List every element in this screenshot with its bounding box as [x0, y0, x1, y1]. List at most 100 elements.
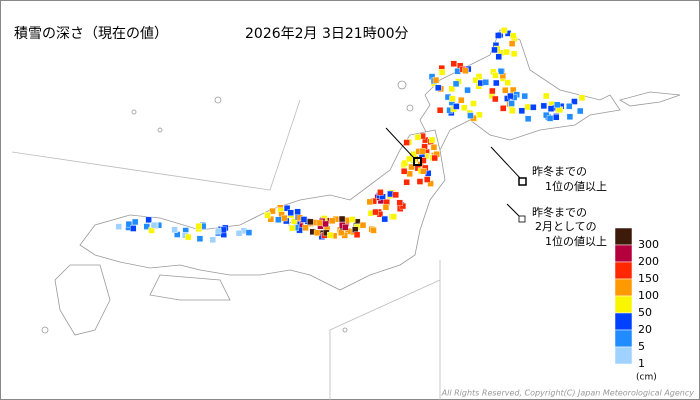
station — [546, 115, 554, 122]
station — [307, 218, 314, 226]
station — [275, 216, 282, 223]
datetime: 2026年2月 3日21時00分 — [245, 26, 409, 42]
station — [370, 227, 377, 234]
station — [502, 87, 509, 94]
legend-label: 200 — [638, 255, 659, 268]
station — [492, 72, 499, 79]
annotation-line: 昨冬までの — [532, 205, 587, 219]
station — [408, 163, 415, 171]
station — [148, 227, 155, 234]
station — [489, 87, 496, 95]
station — [495, 32, 502, 39]
station — [150, 221, 158, 229]
station — [329, 217, 336, 225]
station — [566, 113, 574, 121]
station — [554, 101, 561, 109]
stations — [115, 27, 586, 244]
station — [326, 231, 334, 239]
station — [428, 136, 436, 144]
legend-label: 1 — [638, 357, 645, 370]
station — [493, 79, 500, 87]
legend-label: 150 — [638, 272, 659, 285]
station — [552, 113, 560, 121]
legend-swatch — [614, 329, 633, 348]
station — [499, 105, 507, 112]
station — [578, 94, 586, 101]
station — [454, 68, 461, 75]
station — [521, 92, 528, 100]
legend-swatch — [614, 244, 633, 263]
legend-label: 5 — [638, 340, 645, 353]
legend-swatch — [614, 295, 633, 314]
station — [209, 236, 216, 244]
legend-swatch — [614, 312, 633, 331]
station — [281, 214, 288, 222]
annotation-line: 2月としての — [535, 220, 597, 233]
station — [406, 155, 413, 163]
station — [313, 229, 321, 237]
annotation-line: 1位の値以上 — [545, 234, 607, 248]
station — [547, 105, 555, 112]
station — [115, 223, 122, 230]
station — [430, 144, 438, 151]
annotation-line: 1位の値以上 — [545, 179, 607, 193]
station — [269, 207, 276, 215]
station — [403, 179, 410, 186]
station — [508, 100, 515, 107]
station — [267, 215, 275, 223]
station — [414, 133, 422, 141]
station — [289, 224, 296, 232]
station — [475, 73, 483, 80]
station — [524, 103, 531, 111]
station — [287, 209, 294, 216]
station — [467, 112, 474, 119]
boundary-lines — [11, 99, 441, 400]
station — [401, 159, 409, 167]
station — [406, 170, 413, 178]
legend-label: 300 — [638, 238, 659, 251]
station — [143, 223, 150, 230]
record-markers — [385, 127, 527, 223]
station — [423, 176, 431, 183]
station — [491, 46, 498, 54]
station — [495, 53, 502, 60]
station — [461, 104, 468, 111]
title: 積雪の深さ（現在の値） — [14, 26, 168, 42]
legend-swatch — [614, 278, 633, 297]
station — [300, 216, 308, 223]
station — [171, 226, 178, 234]
station — [543, 92, 550, 100]
station — [245, 229, 253, 236]
legend-swatch — [614, 227, 633, 246]
station — [290, 218, 298, 225]
station — [125, 220, 133, 228]
station — [342, 224, 349, 231]
station — [497, 68, 505, 75]
station — [283, 205, 291, 212]
station — [470, 100, 477, 107]
legend-label: 20 — [638, 323, 652, 336]
station — [503, 48, 510, 56]
station — [448, 85, 455, 93]
station — [577, 107, 584, 115]
station — [372, 208, 379, 216]
station — [436, 106, 444, 114]
station — [453, 103, 460, 110]
station — [130, 225, 137, 232]
station — [349, 216, 356, 223]
station — [438, 69, 446, 76]
station — [416, 178, 424, 185]
station — [509, 107, 516, 114]
station — [338, 229, 345, 236]
station — [353, 231, 361, 238]
legend-swatch — [614, 346, 633, 365]
station — [464, 86, 471, 94]
legend-label: 50 — [638, 306, 652, 319]
station — [530, 104, 537, 111]
station — [392, 191, 399, 199]
station — [420, 168, 427, 175]
station — [264, 211, 271, 219]
station — [294, 208, 301, 215]
station — [431, 154, 438, 162]
